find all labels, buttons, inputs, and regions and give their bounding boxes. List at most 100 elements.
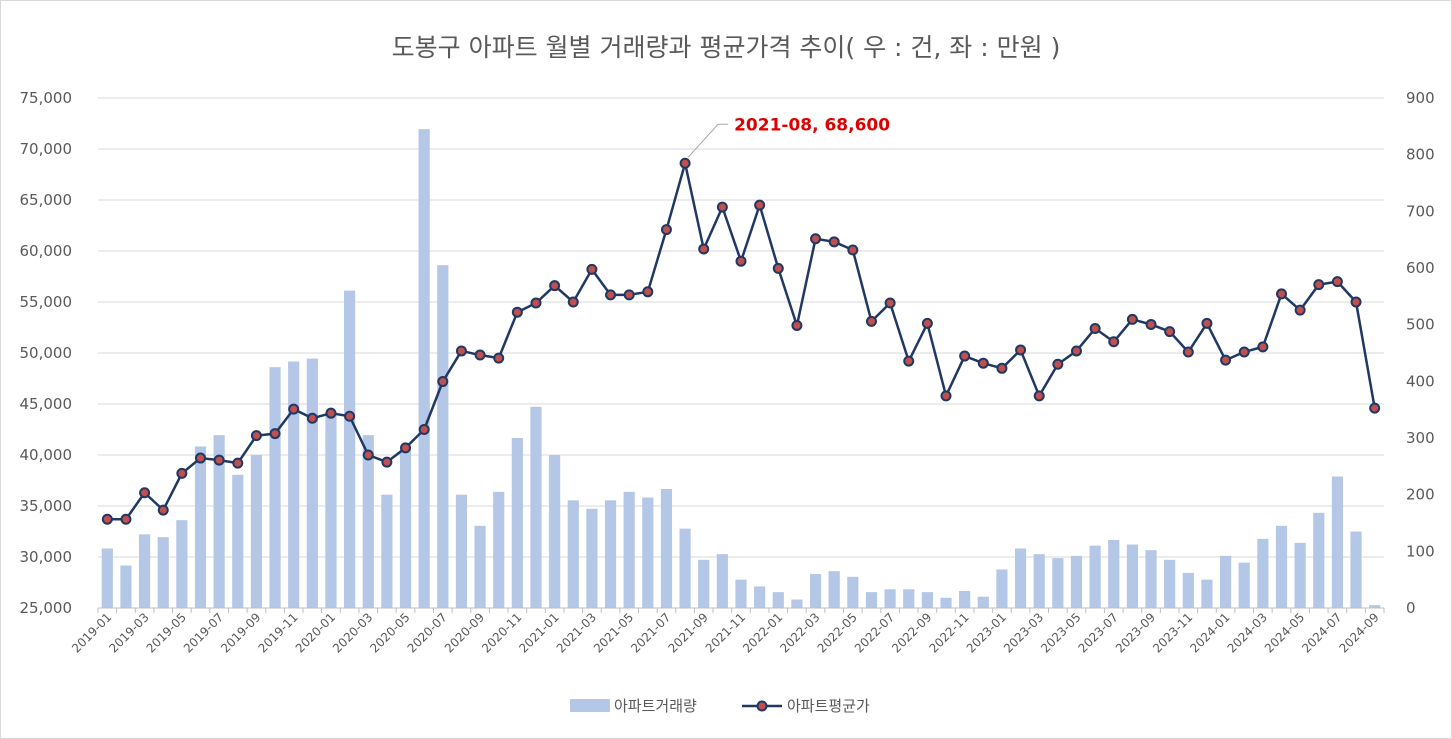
- bar: [530, 406, 542, 608]
- bar: [809, 574, 822, 608]
- line-point: [232, 457, 244, 469]
- x-tick-label: 2020-01: [293, 610, 338, 655]
- bar: [362, 435, 374, 608]
- legend: 아파트거래량 아파트평균가: [570, 697, 870, 715]
- bar: [679, 528, 691, 608]
- x-tick-label: 2024-09: [1336, 610, 1381, 655]
- bar: [1145, 550, 1157, 608]
- line-point: [1220, 354, 1232, 366]
- line-point: [1257, 341, 1269, 353]
- bar: [1257, 538, 1269, 608]
- right-axis-tick: 300: [1406, 429, 1435, 447]
- line-point: [623, 289, 635, 301]
- bar: [418, 129, 430, 608]
- bar: [101, 548, 113, 608]
- bar: [120, 565, 132, 608]
- line-point: [400, 442, 412, 454]
- bar: [940, 597, 952, 608]
- x-tick-label: 2022-09: [889, 610, 934, 655]
- x-tick-label: 2019-05: [144, 610, 189, 655]
- line-point: [306, 412, 318, 424]
- left-axis-tick: 30,000: [20, 548, 73, 566]
- bar: [474, 525, 486, 608]
- bar: [194, 446, 207, 608]
- left-axis-tick: 50,000: [20, 344, 73, 362]
- right-axis-tick: 500: [1406, 316, 1435, 334]
- bar: [716, 554, 728, 608]
- line-point: [195, 452, 207, 464]
- bar: [493, 491, 505, 608]
- right-axis-tick: 800: [1406, 146, 1435, 164]
- bar: [269, 367, 281, 608]
- left-axis-tick: 45,000: [20, 395, 73, 413]
- bar: [306, 358, 318, 608]
- line-point: [1052, 358, 1064, 370]
- line-point: [772, 262, 784, 274]
- x-tick-label: 2019-07: [181, 610, 226, 655]
- bar: [623, 491, 635, 608]
- line-point: [1369, 402, 1381, 414]
- bar: [567, 500, 579, 608]
- bar: [1089, 545, 1101, 608]
- line-point: [1089, 323, 1101, 335]
- line-point: [288, 403, 300, 415]
- x-tick-label: 2024-07: [1299, 610, 1344, 655]
- x-tick-label: 2019-03: [106, 610, 151, 655]
- line-point: [455, 345, 467, 357]
- x-tick-label: 2024-05: [1262, 610, 1307, 655]
- x-tick-label: 2022-01: [740, 610, 785, 655]
- x-tick-label: 2023-01: [964, 610, 1009, 655]
- line-point: [1313, 279, 1325, 291]
- bar: [1033, 554, 1045, 608]
- line-point: [176, 467, 188, 479]
- line-point: [903, 355, 915, 367]
- bar: [1014, 548, 1027, 608]
- line-point: [605, 289, 617, 301]
- bar-series: [101, 129, 1381, 608]
- left-axis-tick: 55,000: [20, 293, 73, 311]
- line-point: [847, 244, 859, 256]
- bar: [288, 361, 300, 608]
- line-point: [549, 280, 561, 292]
- line-point: [1164, 326, 1176, 338]
- line-point: [996, 362, 1008, 374]
- right-axis-tick: 100: [1406, 542, 1435, 560]
- bar: [176, 520, 188, 608]
- bar: [381, 494, 393, 608]
- x-tick-label: 2021-07: [628, 610, 673, 655]
- line-point: [884, 297, 896, 309]
- bar: [660, 489, 673, 608]
- left-axis-tick: 60,000: [20, 242, 73, 260]
- left-axis-tick: 40,000: [20, 446, 73, 464]
- x-tick-label: 2020-11: [479, 610, 524, 655]
- right-axis-tick: 0: [1406, 599, 1416, 617]
- bar: [344, 290, 356, 608]
- line-point: [1331, 276, 1343, 288]
- line-point: [754, 199, 766, 211]
- bar: [884, 589, 896, 608]
- bar: [1313, 512, 1325, 608]
- line-point: [493, 352, 505, 364]
- line-point: [139, 487, 151, 499]
- line-point: [959, 350, 971, 362]
- line-point: [660, 224, 672, 236]
- line-point: [101, 513, 113, 525]
- line-point: [250, 430, 262, 442]
- bar: [399, 449, 412, 608]
- bar: [1182, 572, 1194, 608]
- line-point: [698, 243, 710, 255]
- line-point: [940, 390, 952, 402]
- bar: [959, 591, 971, 608]
- x-tick-label: 2022-07: [852, 610, 897, 655]
- right-axis-tick: 200: [1406, 486, 1435, 504]
- right-axis-tick: 400: [1406, 372, 1435, 390]
- x-tick-label: 2021-11: [703, 610, 748, 655]
- line-point: [362, 449, 374, 461]
- line-point: [828, 236, 840, 248]
- bar: [772, 592, 784, 608]
- bar: [754, 586, 766, 608]
- bar: [455, 494, 468, 608]
- line-point: [791, 319, 803, 331]
- right-axis-tick: 700: [1406, 202, 1435, 220]
- x-tick-label: 2022-05: [815, 610, 860, 655]
